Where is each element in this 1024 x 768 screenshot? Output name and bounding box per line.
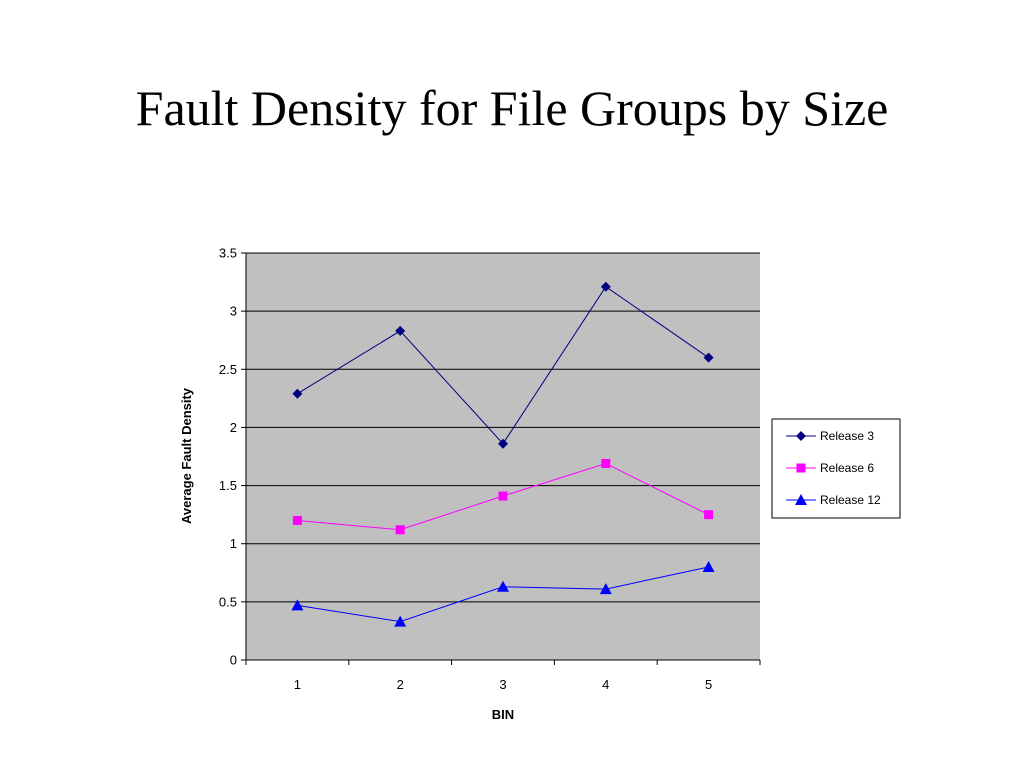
data-point [600, 281, 611, 292]
data-point [394, 615, 407, 627]
data-point [292, 515, 302, 525]
x-tick-label: 3 [499, 677, 506, 692]
legend-label: Release 12 [820, 493, 881, 507]
y-tick-label: 3.5 [219, 246, 237, 261]
y-tick-label: 2.5 [219, 362, 237, 377]
data-point [601, 458, 611, 468]
data-point [497, 580, 509, 592]
legend-label: Release 6 [820, 461, 874, 475]
x-tick-label: 4 [602, 677, 609, 692]
legend-marker [796, 431, 806, 441]
y-tick-label: 2 [230, 420, 237, 435]
axes: 0 0.5 1 1.5 2 2.5 3 3.5 1 2 3 4 5 [219, 246, 761, 692]
data-point [498, 438, 508, 449]
plot-area [246, 253, 760, 660]
data-point [291, 599, 304, 611]
legend-marker [796, 463, 806, 473]
data-point [395, 525, 405, 535]
y-tick-label: 1.5 [219, 478, 237, 493]
legend-marker [795, 494, 807, 505]
slide-title: Fault Density for File Groups by Size [135, 80, 889, 136]
x-tick-label: 5 [705, 677, 712, 692]
gridlines [246, 252, 760, 603]
y-tick-label: 0 [230, 653, 237, 668]
y-axis-title: Average Fault Density [179, 387, 194, 524]
data-point [702, 560, 715, 572]
series-group [291, 281, 715, 627]
x-axis-title: BIN [492, 707, 514, 722]
data-point [395, 325, 406, 336]
y-tick-label: 0.5 [219, 594, 237, 609]
x-tick-label: 1 [294, 677, 301, 692]
data-point [292, 388, 303, 399]
legend-label: Release 3 [820, 429, 874, 443]
y-tick-label: 3 [230, 304, 237, 319]
y-tick-label: 1 [230, 536, 237, 551]
data-point [599, 583, 612, 595]
data-point [498, 491, 508, 501]
x-tick-label: 2 [397, 677, 404, 692]
data-point [704, 510, 714, 520]
data-point [703, 352, 714, 363]
legend: Release 3 Release 6 Release 12 [771, 418, 901, 519]
